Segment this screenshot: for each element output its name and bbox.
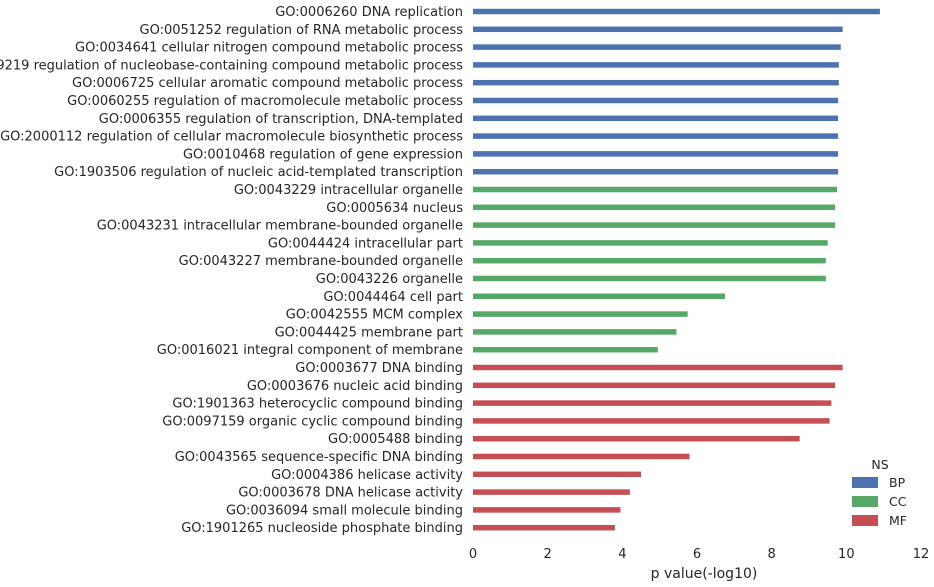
category-label: GO:0043229 intracellular organelle bbox=[234, 183, 463, 198]
category-label: GO:0006260 DNA replication bbox=[275, 5, 463, 20]
legend-swatch-mf bbox=[852, 515, 878, 526]
category-label: GO:0051252 regulation of RNA metabolic p… bbox=[140, 23, 464, 38]
bar-cc bbox=[473, 293, 725, 300]
x-axis-label: p value(-log10) bbox=[651, 566, 758, 582]
bar-bp bbox=[473, 97, 839, 104]
bar-cc bbox=[473, 222, 836, 228]
x-axis-ticks: 0 2 4 6 8 10 12 bbox=[469, 547, 929, 562]
legend: NS BP CC MF bbox=[852, 457, 907, 528]
category-label: GO:0003678 DNA helicase activity bbox=[238, 486, 463, 501]
bar-bp bbox=[473, 151, 839, 157]
category-label: GO:0016021 integral component of membran… bbox=[157, 343, 463, 358]
bar-cc bbox=[473, 204, 836, 211]
category-label: GO:0003677 DNA binding bbox=[295, 361, 463, 376]
plot-area bbox=[473, 8, 880, 531]
x-tick-label: 2 bbox=[544, 547, 552, 562]
category-label: GO:0006355 regulation of transcription, … bbox=[99, 112, 463, 127]
bar-bp bbox=[473, 79, 839, 86]
category-label: GO:0043227 membrane-bounded organelle bbox=[179, 254, 463, 269]
category-label: GO:1901265 nucleoside phosphate binding bbox=[181, 521, 463, 536]
category-label: GO:0044464 cell part bbox=[323, 290, 463, 305]
category-label: GO:0004386 helicase activity bbox=[271, 468, 463, 483]
bar-cc bbox=[473, 346, 658, 353]
category-label: GO:0019219 regulation of nucleobase-cont… bbox=[0, 58, 463, 73]
bar-cc bbox=[473, 311, 688, 317]
bar-mf bbox=[473, 471, 641, 478]
category-label: GO:0043231 intracellular membrane-bounde… bbox=[97, 219, 463, 234]
category-label: GO:0043565 sequence-specific DNA binding bbox=[175, 450, 463, 465]
x-tick-label: 6 bbox=[693, 547, 701, 562]
x-tick-label: 10 bbox=[838, 547, 855, 562]
legend-swatch-cc bbox=[852, 496, 878, 507]
legend-entries: BP CC MF bbox=[852, 475, 907, 528]
bar-mf bbox=[473, 382, 836, 389]
category-labels: GO:0006260 DNA replication GO:0051252 reg… bbox=[0, 5, 463, 536]
category-label: GO:1901363 heterocyclic compound binding bbox=[172, 397, 463, 412]
bar-bp bbox=[473, 168, 839, 175]
legend-label-cc: CC bbox=[889, 494, 907, 509]
category-label: GO:0043226 organelle bbox=[316, 272, 463, 287]
category-label: GO:0097159 organic cyclic compound bindi… bbox=[162, 414, 463, 429]
bar-bp bbox=[473, 62, 839, 68]
legend-label-mf: MF bbox=[889, 513, 907, 528]
category-label: GO:0044425 membrane part bbox=[275, 325, 463, 340]
bar-cc bbox=[473, 186, 837, 193]
bar-bp bbox=[473, 8, 880, 15]
bar-cc bbox=[473, 240, 828, 246]
bar-bp bbox=[473, 26, 843, 33]
legend-swatch-bp bbox=[852, 477, 878, 488]
category-label: GO:0006725 cellular aromatic compound me… bbox=[72, 76, 463, 91]
category-label: GO:0005634 nucleus bbox=[326, 201, 463, 216]
bar-bp bbox=[473, 133, 839, 139]
x-tick-label: 12 bbox=[913, 547, 930, 562]
legend-label-bp: BP bbox=[889, 475, 906, 490]
category-label: GO:1903506 regulation of nucleic acid-te… bbox=[54, 165, 463, 180]
bar-mf bbox=[473, 400, 832, 406]
bar-mf bbox=[473, 453, 690, 460]
bar-bp bbox=[473, 115, 839, 122]
category-label: GO:0010468 regulation of gene expression bbox=[183, 147, 463, 162]
bar-mf bbox=[473, 435, 800, 442]
bar-mf bbox=[473, 364, 843, 371]
bar-cc bbox=[473, 257, 826, 264]
bar-cc bbox=[473, 275, 826, 282]
bar-bp bbox=[473, 44, 841, 50]
category-label: GO:0036094 small molecule binding bbox=[226, 503, 463, 518]
category-label: GO:0042555 MCM complex bbox=[286, 308, 464, 323]
bar-mf bbox=[473, 507, 621, 513]
category-label: GO:2000112 regulation of cellular macrom… bbox=[0, 130, 463, 145]
category-label: GO:0044424 intracellular part bbox=[268, 236, 463, 251]
category-label: GO:0003676 nucleic acid binding bbox=[247, 379, 463, 394]
category-label: GO:0005488 binding bbox=[328, 432, 463, 447]
x-tick-label: 0 bbox=[469, 547, 477, 562]
x-tick-label: 4 bbox=[618, 547, 626, 562]
x-tick-label: 8 bbox=[768, 547, 776, 562]
category-label: GO:0034641 cellular nitrogen compound me… bbox=[75, 41, 463, 56]
legend-title: NS bbox=[871, 457, 888, 472]
bar-mf bbox=[473, 489, 630, 495]
bar-mf bbox=[473, 524, 615, 531]
bar-mf bbox=[473, 418, 830, 424]
bar-cc bbox=[473, 329, 677, 335]
category-label: GO:0060255 regulation of macromolecule m… bbox=[67, 94, 463, 109]
